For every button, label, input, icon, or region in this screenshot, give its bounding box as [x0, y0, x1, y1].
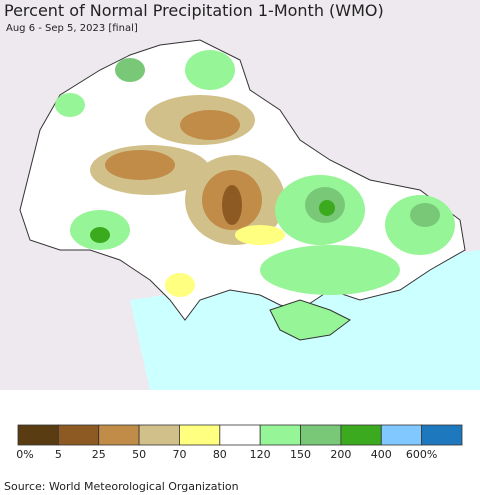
legend-swatch — [179, 424, 221, 446]
title: Percent of Normal Precipitation 1-Month … — [4, 1, 384, 20]
legend: 0% 5 25 50 70 80 120 150 200 400 600% — [16, 424, 463, 461]
land — [19, 39, 466, 341]
legend-swatch — [300, 424, 342, 446]
legend-label: 400 — [371, 448, 392, 461]
legend-swatch — [219, 424, 261, 446]
legend-label: 200 — [330, 448, 351, 461]
legend-label: 80 — [213, 448, 227, 461]
legend-swatch — [57, 424, 100, 446]
legend-swatch — [380, 424, 423, 446]
legend-label: 25 — [92, 448, 106, 461]
legend-swatch — [259, 424, 301, 446]
legend-swatch — [421, 424, 463, 446]
source: Source: World Meteorological Organizatio… — [4, 480, 239, 493]
subtitle: Aug 6 - Sep 5, 2023 [final] — [6, 23, 138, 34]
legend-label: 0% — [16, 448, 33, 461]
legend-swatch — [98, 424, 140, 446]
legend-label: 120 — [250, 448, 271, 461]
legend-label: 150 — [290, 448, 311, 461]
legend-swatch — [138, 424, 180, 446]
legend-swatch — [17, 424, 59, 446]
legend-label: 70 — [172, 448, 186, 461]
legend-swatch — [340, 424, 382, 446]
legend-label: 5 — [55, 448, 62, 461]
legend-label: 600% — [406, 448, 437, 461]
legend-label: 50 — [132, 448, 146, 461]
